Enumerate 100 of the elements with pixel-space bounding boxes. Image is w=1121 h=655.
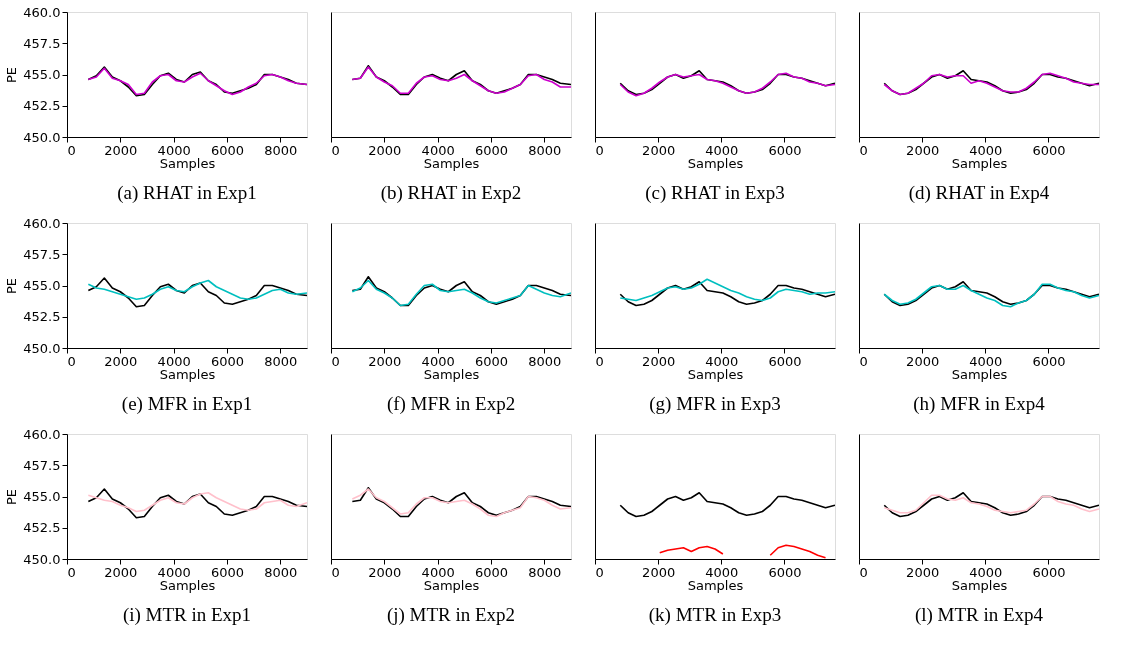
x-tick-label: 8000: [528, 142, 562, 158]
x-tick-label: 4000: [421, 564, 455, 580]
x-axis-title: Samples: [951, 155, 1008, 171]
x-tick-label: 2000: [368, 353, 402, 369]
x-tick-label: 8000: [264, 564, 298, 580]
x-axis-title: Samples: [687, 155, 744, 171]
line-series: [87, 488, 307, 519]
y-axis-title: PE: [4, 277, 20, 295]
x-tick-label: 6000: [768, 353, 802, 369]
x-tick-label: 2000: [906, 142, 940, 158]
x-tick-label: 4000: [969, 564, 1003, 580]
y-tick-label: 452.5: [23, 520, 61, 536]
x-tick-label: 0: [859, 353, 868, 369]
x-tick-label: 2000: [642, 564, 676, 580]
x-tick-label: 2000: [642, 142, 676, 158]
x-axis-title: Samples: [159, 366, 216, 382]
x-tick-label: 4000: [157, 353, 191, 369]
text: (i) MTR in Exp1: [122, 604, 252, 626]
text: (j) MTR in Exp2: [386, 604, 516, 626]
y-tick-label: 450.0: [23, 551, 61, 567]
y-tick-label: 460.0: [23, 426, 61, 442]
x-tick-label: 4000: [421, 353, 455, 369]
text: (l) MTR in Exp4: [914, 604, 1044, 626]
text: (f) MFR in Exp2: [386, 393, 516, 415]
x-tick-label: 6000: [474, 142, 509, 158]
x-tick-label: 6000: [1032, 353, 1066, 369]
x-axis-title: Samples: [159, 155, 216, 171]
x-tick-label: 6000: [768, 564, 802, 580]
y-tick-label: 455.0: [23, 278, 61, 293]
x-tick-label: 0: [331, 142, 340, 158]
y-tick-label: 457.5: [23, 457, 61, 473]
y-tick-label: 450.0: [23, 340, 61, 356]
x-tick-label: 0: [331, 353, 340, 369]
x-tick-label: 6000: [1032, 564, 1066, 580]
x-tick-label: 8000: [528, 564, 562, 580]
x-tick-label: 6000: [210, 142, 245, 158]
x-tick-label: 2000: [642, 353, 676, 369]
y-tick-label: 452.5: [23, 98, 61, 114]
x-axis-title: Samples: [423, 577, 480, 593]
x-tick-label: 0: [595, 142, 604, 158]
x-tick-label: 2000: [906, 353, 940, 369]
x-tick-label: 2000: [368, 142, 402, 158]
x-axis-title: Samples: [951, 366, 1008, 382]
y-tick-label: 450.0: [23, 129, 61, 145]
text: (b) RHAT in Exp2: [380, 182, 522, 204]
y-axis-title: PE: [4, 66, 20, 84]
x-tick-label: 0: [331, 564, 340, 580]
x-tick-label: 4000: [705, 564, 739, 580]
x-tick-label: 4000: [969, 142, 1003, 158]
x-tick-label: 6000: [474, 564, 509, 580]
x-tick-label: 8000: [528, 353, 562, 369]
x-tick-label: 2000: [368, 564, 402, 580]
x-tick-label: 6000: [210, 564, 245, 580]
x-tick-label: 6000: [210, 353, 245, 369]
x-axis-title: Samples: [423, 155, 480, 171]
x-tick-label: 4000: [969, 353, 1003, 369]
line-series: [87, 277, 307, 308]
text: (a) RHAT in Exp1: [117, 182, 257, 204]
y-tick-label: 460.0: [23, 215, 61, 231]
x-tick-label: 0: [595, 353, 604, 369]
y-tick-label: 452.5: [23, 309, 61, 325]
x-axis-title: Samples: [951, 577, 1008, 593]
line-series: [87, 279, 307, 301]
text: (h) MFR in Exp4: [913, 393, 1046, 415]
x-tick-label: 6000: [474, 353, 509, 369]
text: (c) RHAT in Exp3: [645, 182, 785, 204]
x-tick-label: 6000: [1032, 142, 1066, 158]
x-tick-label: 6000: [768, 142, 802, 158]
y-tick-label: 457.5: [23, 246, 61, 262]
x-axis-title: Samples: [423, 366, 480, 382]
text: (g) MFR in Exp3: [649, 393, 781, 415]
x-tick-label: 4000: [157, 142, 191, 158]
x-axis-title: Samples: [159, 577, 216, 593]
x-tick-label: 0: [67, 142, 76, 158]
x-axis-title: Samples: [687, 366, 744, 382]
x-tick-label: 8000: [264, 142, 298, 158]
x-tick-label: 0: [67, 564, 76, 580]
line-series: [87, 491, 307, 513]
x-axis-title: Samples: [687, 577, 744, 593]
x-tick-label: 0: [859, 564, 868, 580]
x-tick-label: 2000: [906, 564, 940, 580]
text: (k) MTR in Exp3: [648, 604, 782, 626]
x-tick-label: 4000: [421, 142, 455, 158]
y-tick-label: 460.0: [23, 4, 61, 20]
y-axis-title: PE: [4, 488, 20, 506]
x-tick-label: 0: [859, 142, 868, 158]
x-tick-label: 2000: [104, 142, 138, 158]
x-tick-label: 0: [595, 564, 604, 580]
x-tick-label: 2000: [104, 564, 138, 580]
x-tick-label: 2000: [104, 353, 138, 369]
x-tick-label: 4000: [157, 564, 191, 580]
text: (e) MFR in Exp1: [121, 393, 253, 415]
y-tick-label: 455.0: [23, 489, 61, 504]
x-tick-label: 8000: [264, 353, 298, 369]
x-tick-label: 4000: [705, 353, 739, 369]
x-tick-label: 4000: [705, 142, 739, 158]
y-tick-label: 455.0: [23, 67, 61, 82]
text: (d) RHAT in Exp4: [908, 182, 1050, 204]
y-tick-label: 457.5: [23, 35, 61, 51]
x-tick-label: 0: [67, 353, 76, 369]
